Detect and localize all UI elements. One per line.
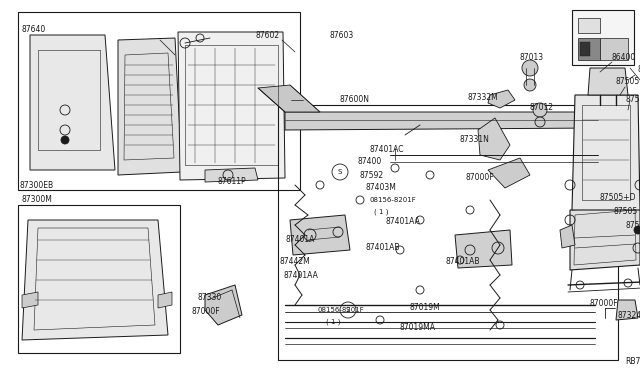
Polygon shape — [22, 220, 168, 340]
Polygon shape — [560, 225, 575, 248]
Text: 87019M: 87019M — [410, 304, 441, 312]
Text: 87505+B: 87505+B — [616, 77, 640, 87]
Text: ( 1 ): ( 1 ) — [374, 209, 388, 215]
Circle shape — [524, 79, 536, 91]
Polygon shape — [572, 95, 640, 210]
Text: ( 1 ): ( 1 ) — [326, 319, 340, 325]
Text: 87331N: 87331N — [460, 135, 490, 144]
Polygon shape — [290, 215, 350, 255]
Text: 87442M: 87442M — [280, 257, 311, 266]
Text: 87401AA: 87401AA — [284, 270, 319, 279]
Text: S: S — [346, 307, 350, 313]
Text: 87611P: 87611P — [218, 177, 246, 186]
Polygon shape — [22, 292, 38, 308]
Polygon shape — [488, 158, 530, 188]
Polygon shape — [285, 112, 598, 130]
Text: 87505: 87505 — [614, 208, 638, 217]
Text: 87330: 87330 — [198, 294, 222, 302]
Circle shape — [61, 136, 69, 144]
Text: 87300M: 87300M — [22, 196, 53, 205]
Bar — [578, 18, 600, 33]
Text: 87640: 87640 — [22, 26, 46, 35]
Text: 87401AB: 87401AB — [445, 257, 479, 266]
Polygon shape — [118, 38, 182, 175]
Text: 87300EB: 87300EB — [20, 180, 54, 189]
Polygon shape — [205, 285, 242, 325]
Polygon shape — [258, 85, 320, 112]
Text: S: S — [338, 169, 342, 175]
Text: 87501A: 87501A — [625, 96, 640, 105]
Text: 87019MA: 87019MA — [400, 324, 436, 333]
Circle shape — [535, 117, 545, 127]
Polygon shape — [588, 68, 628, 95]
Bar — [580, 42, 590, 56]
Text: 08156-8201F: 08156-8201F — [370, 197, 417, 203]
Polygon shape — [30, 35, 115, 170]
Bar — [572, 10, 634, 65]
Bar — [600, 38, 628, 60]
Text: 87501A: 87501A — [626, 221, 640, 230]
Text: 86400: 86400 — [612, 52, 636, 61]
Polygon shape — [158, 292, 172, 308]
Text: 87592: 87592 — [360, 170, 384, 180]
Circle shape — [522, 60, 538, 76]
Circle shape — [332, 164, 348, 180]
Text: 87000F: 87000F — [465, 173, 493, 183]
Polygon shape — [616, 300, 638, 320]
Text: 87603: 87603 — [330, 31, 355, 39]
Bar — [18, 205, 180, 353]
Circle shape — [533, 103, 547, 117]
Text: 87401AB: 87401AB — [365, 244, 399, 253]
Polygon shape — [570, 205, 640, 270]
Polygon shape — [478, 118, 510, 160]
Circle shape — [340, 302, 356, 318]
Polygon shape — [488, 90, 515, 108]
Text: 87600N: 87600N — [340, 96, 370, 105]
Bar — [278, 105, 618, 360]
Text: 87400: 87400 — [358, 157, 382, 167]
Text: 87000F: 87000F — [590, 298, 619, 308]
Bar — [18, 12, 300, 190]
Circle shape — [634, 226, 640, 234]
Text: 87401AC: 87401AC — [370, 145, 404, 154]
Text: RB7000C0: RB7000C0 — [625, 357, 640, 366]
Polygon shape — [178, 32, 285, 180]
Polygon shape — [455, 230, 512, 268]
Text: 87324: 87324 — [618, 311, 640, 320]
Bar — [578, 38, 600, 60]
Text: 87013: 87013 — [520, 54, 544, 62]
Polygon shape — [205, 168, 258, 182]
Text: 87401AA: 87401AA — [385, 218, 420, 227]
Text: 87506: 87506 — [638, 65, 640, 74]
Text: 87012: 87012 — [530, 103, 554, 112]
Text: 87401A: 87401A — [285, 235, 314, 244]
Text: 87332M: 87332M — [468, 93, 499, 103]
Text: 87602: 87602 — [255, 31, 279, 39]
Text: 87000F: 87000F — [192, 308, 221, 317]
Text: 87505+D: 87505+D — [600, 193, 637, 202]
Text: 08156-8201F: 08156-8201F — [318, 307, 365, 313]
Text: 87403M: 87403M — [365, 183, 396, 192]
